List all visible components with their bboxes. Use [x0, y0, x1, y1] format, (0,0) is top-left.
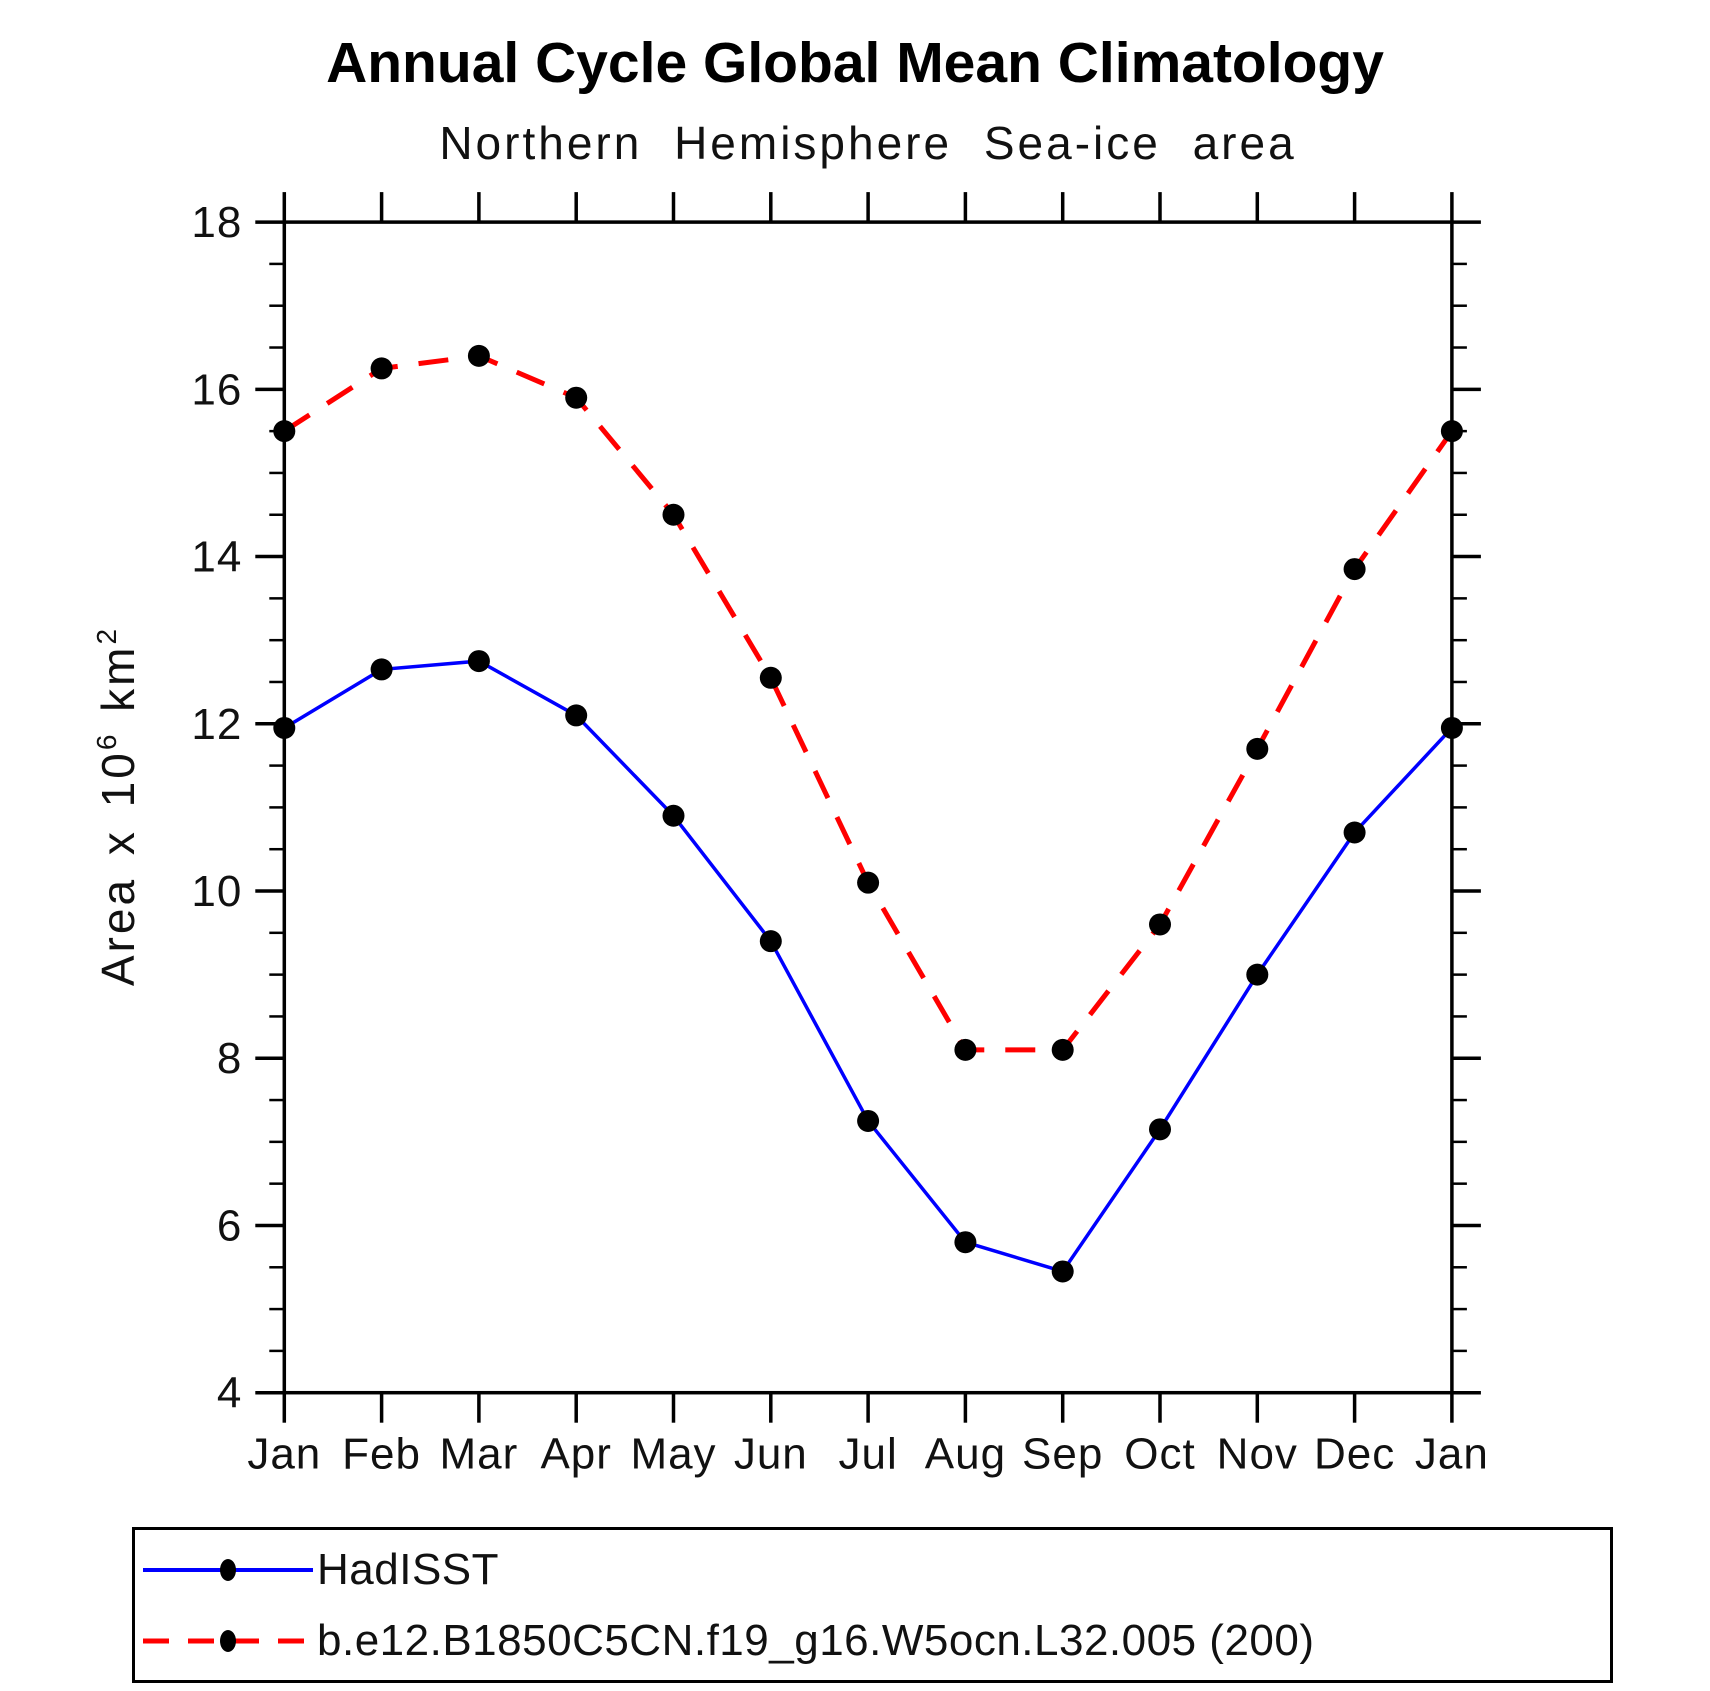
data-point-series1 [273, 420, 296, 443]
x-tick-label: Apr [540, 1430, 611, 1479]
data-point-series0 [1149, 1118, 1171, 1141]
y-tick-label: 16 [191, 365, 242, 414]
x-tick-label: Feb [342, 1430, 421, 1479]
data-point-series0 [273, 716, 296, 739]
data-point-series0 [662, 804, 685, 827]
x-tick-label: Jan [247, 1430, 321, 1479]
data-point-series1 [1343, 558, 1366, 581]
legend-row-model: b.e12.B1850C5CN.f19_g16.W5ocn.L32.005 (2… [143, 1605, 1610, 1676]
data-point-series1 [1246, 737, 1269, 760]
data-point-series0 [1051, 1260, 1074, 1283]
chart-subtitle: Northern Hemisphere Sea-ice area [439, 117, 1297, 169]
data-point-series0 [1246, 963, 1269, 986]
data-point-series1 [1051, 1038, 1074, 1061]
x-tick-label: Sep [1022, 1430, 1103, 1479]
data-point-series1 [467, 344, 490, 367]
x-tick-label: Mar [440, 1430, 519, 1479]
legend-marker-dot [220, 1629, 236, 1652]
x-tick-label: May [630, 1430, 716, 1479]
data-point-series1 [1149, 913, 1171, 936]
legend-row-hadisst: HadISST [143, 1534, 1610, 1605]
data-point-series0 [1440, 716, 1463, 739]
data-point-series0 [954, 1231, 977, 1254]
data-point-series1 [565, 386, 588, 409]
y-tick-label: 12 [191, 700, 242, 749]
data-point-series0 [759, 930, 782, 953]
y-tick-label: 6 [217, 1201, 242, 1250]
data-point-series0 [857, 1109, 880, 1132]
data-point-series0 [370, 658, 393, 681]
legend-sample-model [143, 1626, 313, 1656]
data-point-series1 [370, 357, 393, 380]
chart-title: Annual Cycle Global Mean Climatology [326, 31, 1384, 95]
y-tick-label: 10 [191, 867, 242, 916]
plot-box [282, 220, 1454, 1395]
x-tick-label: Nov [1217, 1430, 1298, 1479]
data-point-series1 [857, 871, 880, 894]
legend-label-hadisst: HadISST [317, 1544, 500, 1594]
x-tick-label: Jul [838, 1430, 897, 1479]
legend-box: HadISST b.e12.B1850C5CN.f19_g16.W5ocn.L3… [132, 1527, 1613, 1683]
x-tick-label: Aug [925, 1430, 1006, 1479]
x-tick-label: Oct [1124, 1430, 1195, 1479]
series-line-0 [283, 659, 1454, 1274]
legend-sample-hadisst [143, 1555, 313, 1585]
x-tick-label: Jan [1415, 1430, 1489, 1479]
data-point-series1 [759, 666, 782, 689]
data-point-series1 [1440, 420, 1463, 443]
y-tick-label: 14 [191, 533, 242, 582]
y-tick-label: 8 [217, 1034, 242, 1083]
legend-label-model: b.e12.B1850C5CN.f19_g16.W5ocn.L32.005 (2… [317, 1615, 1315, 1665]
y-tick-label: 4 [217, 1369, 242, 1418]
y-tick-label: 18 [191, 198, 242, 247]
x-tick-label: Dec [1314, 1430, 1395, 1479]
data-point-series0 [467, 650, 490, 673]
data-point-series1 [662, 503, 685, 526]
legend-marker-dot [220, 1558, 236, 1581]
data-point-series0 [565, 704, 588, 727]
x-tick-label: Jun [734, 1430, 808, 1479]
data-point-series1 [954, 1038, 977, 1061]
data-point-series0 [1343, 821, 1366, 844]
